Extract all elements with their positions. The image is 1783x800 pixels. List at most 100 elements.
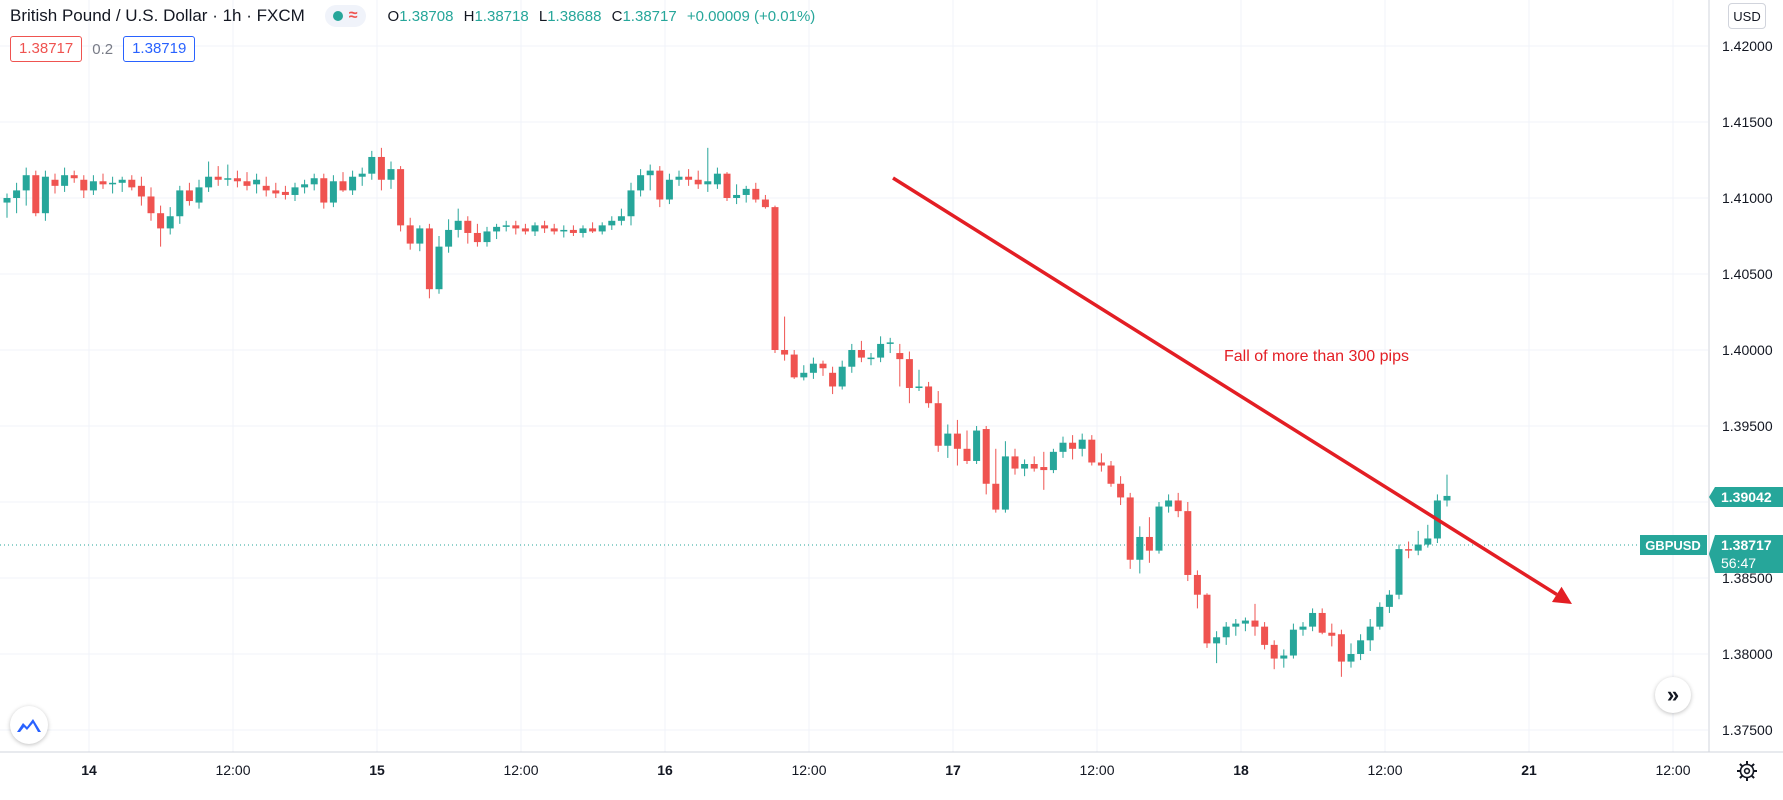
candle-body bbox=[205, 176, 213, 188]
candle bbox=[790, 350, 798, 379]
candle-body bbox=[243, 181, 251, 186]
candle-body bbox=[1376, 606, 1384, 627]
sell-button[interactable]: 1.38717 bbox=[10, 36, 83, 62]
candle-body bbox=[685, 176, 693, 180]
time-axis[interactable]: 14 12:00 15 12:00 16 12:00 17 12:00 18 12:00 21 12:… bbox=[81, 762, 1691, 778]
time-tick-label: 14 bbox=[81, 762, 97, 778]
candle-body bbox=[982, 429, 990, 484]
candle-body bbox=[1049, 451, 1057, 471]
currency-button[interactable]: USD bbox=[1728, 3, 1766, 29]
candle bbox=[368, 150, 376, 180]
candle-body bbox=[502, 225, 510, 227]
candle-body bbox=[1097, 462, 1105, 466]
candle-body bbox=[377, 156, 385, 180]
candle bbox=[1376, 602, 1384, 630]
candle-body bbox=[1337, 634, 1345, 662]
candle-body bbox=[51, 179, 59, 186]
low-value: 1.38688 bbox=[547, 7, 602, 25]
price-tick-label: 1.40000 bbox=[1722, 342, 1773, 358]
candle-body bbox=[665, 179, 673, 200]
candle-body bbox=[473, 232, 481, 243]
candle bbox=[377, 147, 385, 191]
candle-body bbox=[1155, 506, 1163, 551]
candle-body bbox=[445, 229, 453, 247]
candle bbox=[493, 223, 501, 240]
buy-button[interactable]: 1.38719 bbox=[123, 36, 196, 62]
candle-body bbox=[1165, 500, 1173, 507]
candle-body bbox=[1357, 640, 1365, 654]
gear-icon[interactable] bbox=[1733, 757, 1761, 785]
candle-body bbox=[301, 184, 309, 188]
candle bbox=[51, 173, 59, 194]
candle bbox=[733, 184, 741, 205]
candle-body bbox=[1145, 536, 1153, 551]
candle bbox=[550, 223, 558, 235]
candle bbox=[608, 216, 616, 230]
candle-body bbox=[1088, 439, 1096, 463]
candle bbox=[742, 185, 750, 203]
candle-body bbox=[1193, 574, 1201, 595]
candle bbox=[1261, 622, 1269, 650]
candle bbox=[829, 366, 837, 395]
candle bbox=[963, 430, 971, 464]
symbol-title[interactable]: British Pound / U.S. Dollar · 1h · FXCM bbox=[10, 6, 305, 25]
price-axis[interactable]: 1.375001.380001.385001.390001.395001.400… bbox=[1722, 38, 1773, 738]
candle bbox=[205, 161, 213, 192]
price-tick-label: 1.41000 bbox=[1722, 190, 1773, 206]
candle-body bbox=[1222, 626, 1230, 638]
candle bbox=[1443, 474, 1451, 507]
candle-body bbox=[1107, 465, 1115, 484]
candle bbox=[272, 182, 280, 198]
candle bbox=[1203, 593, 1211, 648]
time-tick-label: 15 bbox=[369, 762, 385, 778]
candle bbox=[1126, 492, 1134, 569]
time-tick-label: 16 bbox=[657, 762, 673, 778]
candle-body bbox=[1424, 538, 1432, 545]
candle-body bbox=[128, 179, 136, 188]
market-status-pill[interactable]: ≈ bbox=[324, 5, 366, 27]
candle bbox=[61, 167, 69, 192]
candle bbox=[656, 166, 664, 208]
candle bbox=[445, 219, 453, 253]
candle bbox=[473, 223, 481, 247]
time-tick-label: 12:00 bbox=[503, 762, 538, 778]
candle-body bbox=[944, 433, 952, 446]
candle bbox=[637, 169, 645, 197]
current-symbol: GBPUSD bbox=[1645, 538, 1701, 553]
candle bbox=[819, 360, 827, 376]
tradingview-logo-icon[interactable] bbox=[10, 706, 48, 744]
candle-body bbox=[656, 170, 664, 200]
scroll-to-realtime-icon[interactable]: » bbox=[1655, 677, 1691, 713]
candle-body bbox=[233, 178, 241, 182]
candle bbox=[32, 170, 40, 217]
candle bbox=[358, 167, 366, 186]
current-price-label: GBPUSD 1.38717 56:47 bbox=[1640, 535, 1783, 574]
candle-body bbox=[1405, 549, 1413, 551]
candle bbox=[1318, 608, 1326, 635]
candle-body bbox=[137, 185, 145, 197]
time-tick-label: 12:00 bbox=[1655, 762, 1690, 778]
candle bbox=[3, 193, 11, 218]
candle bbox=[1165, 494, 1173, 513]
market-open-icon bbox=[332, 11, 343, 21]
candle bbox=[1251, 603, 1259, 636]
time-tick-label: 12:00 bbox=[1079, 762, 1114, 778]
candle-body bbox=[425, 228, 433, 290]
candle bbox=[531, 222, 539, 236]
candle-body bbox=[1289, 629, 1297, 656]
candle bbox=[867, 353, 875, 366]
candle bbox=[723, 172, 731, 202]
candle-body bbox=[224, 178, 232, 180]
candle bbox=[137, 176, 145, 206]
candle bbox=[80, 175, 88, 198]
candle bbox=[1069, 435, 1077, 460]
high-price-label: 1.39042 bbox=[1709, 487, 1783, 507]
candle-body bbox=[1011, 456, 1019, 469]
candle bbox=[99, 173, 107, 189]
candle-body bbox=[800, 372, 808, 378]
candle-body bbox=[521, 228, 529, 232]
candle-body bbox=[1059, 442, 1067, 452]
candle-body bbox=[195, 187, 203, 203]
